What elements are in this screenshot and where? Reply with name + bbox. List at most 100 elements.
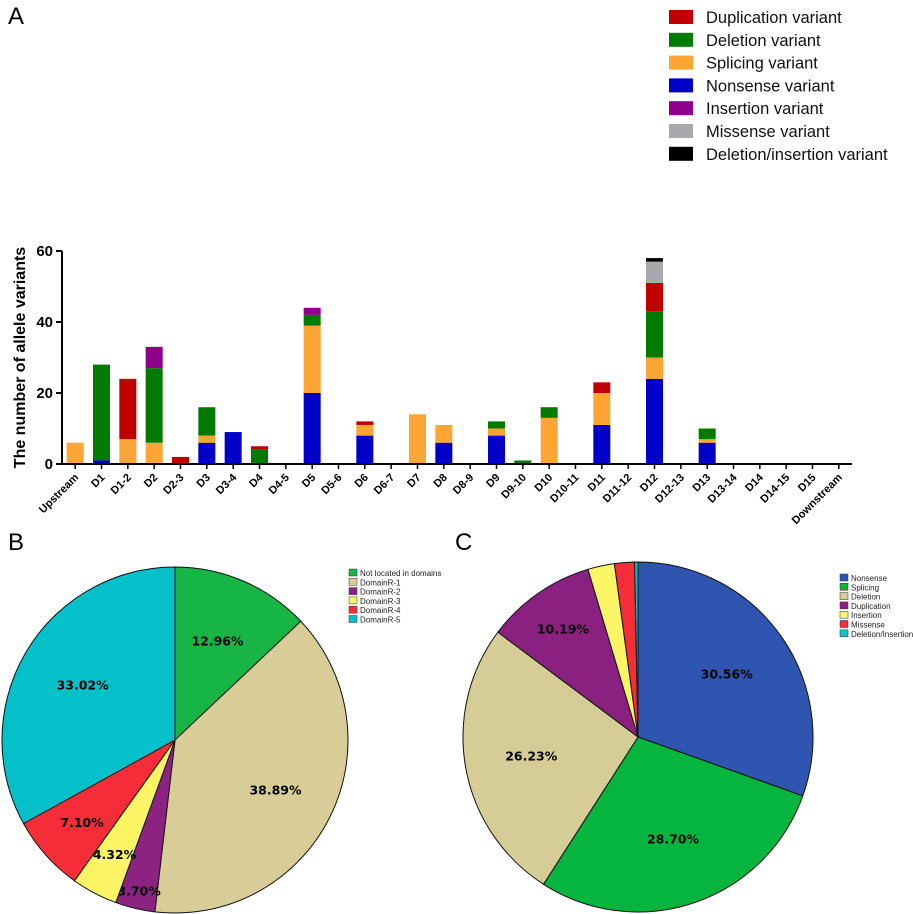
- bar-segment-d8-nonsense-variant: [435, 442, 453, 464]
- bar-segment-d11-splicing-variant: [593, 393, 611, 425]
- legend-swatch: [669, 146, 693, 161]
- legend-swatch: [348, 615, 358, 623]
- bar-segment-d5-deletion-variant: [303, 314, 321, 326]
- x-tick-label: D7: [405, 472, 423, 490]
- legend-label: DomainR-4: [360, 606, 401, 615]
- bar-segment-d5-nonsense-variant: [303, 393, 321, 464]
- bar-segment-d13-splicing-variant: [698, 439, 716, 443]
- bar-segment-d3-nonsense-variant: [198, 442, 216, 464]
- x-tick-label: D14-15: [758, 472, 792, 506]
- bar-segment-d1-2-duplication-variant: [119, 378, 137, 440]
- legend-swatch: [669, 78, 693, 93]
- bar-segment-d4-deletion-variant: [251, 449, 268, 464]
- bar-segment-d12-deletion-variant: [646, 311, 663, 358]
- bar-segment-d6-duplication-variant: [356, 421, 374, 425]
- bar-segment-d1-nonsense-variant: [93, 460, 110, 464]
- bar-segment-upstream-splicing-variant: [66, 442, 84, 464]
- bar-segment-d12-duplication-variant: [646, 282, 663, 312]
- panel-letter-b: B: [8, 529, 24, 556]
- bar-segment-d12-nonsense-variant: [646, 378, 663, 464]
- bar-segment-d10-deletion-variant: [540, 407, 558, 418]
- x-tick-label: D10: [533, 472, 556, 495]
- bar-segment-d9-nonsense-variant: [488, 435, 505, 464]
- legend-label: Missense variant: [706, 123, 830, 141]
- x-tick-label: D2-3: [161, 472, 186, 497]
- x-tick-label: D1-2: [109, 472, 134, 497]
- bar-segment-d4-duplication-variant: [251, 446, 268, 450]
- panel-letter-a: A: [8, 3, 24, 30]
- pie-slice-duplication: [497, 568, 639, 739]
- legend-label: Splicing: [851, 583, 879, 592]
- legend-swatch: [669, 55, 693, 70]
- legend-label: Nonsense variant: [706, 77, 835, 95]
- bar-segment-d11-duplication-variant: [593, 382, 611, 393]
- x-tick-label: D13-14: [706, 471, 741, 506]
- bar-segment-d2-splicing-variant: [145, 442, 163, 464]
- x-tick-label: D3-4: [214, 471, 240, 497]
- pie-slice-splicing: [542, 736, 804, 913]
- x-tick-label: D6-7: [372, 472, 397, 497]
- legend-swatch: [839, 583, 849, 591]
- legend-label: Duplication: [851, 602, 891, 611]
- bar-legend: Duplication variant Deletion variant Splic…: [669, 9, 888, 164]
- bar-segment-d2-deletion-variant: [145, 368, 163, 443]
- bar-segment-d3-splicing-variant: [198, 435, 216, 443]
- legend-swatch: [669, 10, 693, 24]
- bar-segment-d13-nonsense-variant: [698, 442, 716, 464]
- legend-swatch: [669, 124, 693, 138]
- x-tick-label: D11: [586, 472, 608, 494]
- legend-label: Deletion: [851, 593, 880, 602]
- bar-segment-d1-deletion-variant: [93, 364, 110, 461]
- x-tick-label: D4: [247, 471, 266, 490]
- x-tick-label: D9-10: [499, 472, 529, 502]
- legend-label: Deletion/Insertion: [851, 630, 913, 639]
- y-tick-label: 40: [36, 314, 53, 331]
- pie-slice-deletion-insertion: [634, 561, 639, 738]
- bar-segment-d2-insertion-variant: [145, 346, 163, 369]
- pie-slice-label: 28.70%: [647, 832, 700, 847]
- legend-swatch: [839, 601, 849, 610]
- y-tick-label: 60: [36, 243, 53, 260]
- pie-slice-label: 12.96%: [191, 634, 244, 649]
- legend-swatch: [669, 101, 693, 116]
- bar-segment-d5-splicing-variant: [303, 325, 321, 393]
- legend-swatch: [348, 605, 358, 614]
- legend-label: Insertion: [851, 611, 882, 620]
- legend-swatch: [348, 568, 358, 577]
- bar-segment-d3-4-nonsense-variant: [224, 432, 242, 464]
- pie-slice-label: 4.32%: [93, 847, 137, 862]
- bar-chart: 0 20 40 60 The number of allele variants Upst…: [12, 243, 852, 527]
- legend-swatch: [839, 592, 849, 600]
- bar-segment-d5-insertion-variant: [303, 307, 321, 315]
- legend-swatch: [348, 578, 358, 586]
- x-tick-label: D2: [142, 472, 160, 490]
- pie-legend-variant-types: NonsenseSplicingDeletionDuplicationInser…: [839, 573, 913, 639]
- pie-slice-domainr-5: [1, 566, 176, 825]
- legend-label: DomainR-2: [360, 588, 401, 597]
- x-tick-label: D5: [300, 472, 318, 490]
- legend-label: DomainR-3: [360, 597, 401, 606]
- pie-chart-variant-types: 30.56% 28.70% 26.23% 10.19%: [462, 561, 814, 913]
- x-tick-label: D3: [195, 472, 213, 490]
- pie-slice-label: 26.23%: [505, 748, 558, 763]
- legend-label: Duplication variant: [706, 9, 842, 27]
- legend-label: Splicing variant: [706, 55, 818, 73]
- x-tick-label: D8: [432, 472, 450, 490]
- bar-segment-d12-splicing-variant: [646, 357, 663, 379]
- legend-label: DomainR-5: [360, 616, 401, 625]
- bar-segment-d6-nonsense-variant: [356, 435, 374, 464]
- y-tick-label: 0: [45, 456, 53, 473]
- legend-swatch: [669, 32, 693, 47]
- pie-slice-label: 10.19%: [537, 621, 590, 636]
- bar-segment-d6-splicing-variant: [356, 424, 374, 436]
- y-tick-label: 20: [36, 385, 53, 402]
- x-tick-label: Upstream: [37, 471, 82, 516]
- bar-segment-d12-missense-variant: [646, 261, 663, 283]
- pie-legend-domains: Not located in domainsDomainR-1DomainR-2…: [348, 568, 441, 625]
- pie-slice-label: 30.56%: [701, 667, 754, 682]
- legend-swatch: [839, 610, 849, 619]
- y-axis-title: The number of allele variants: [12, 247, 29, 469]
- pie-slice-not-located-in-domains: [174, 566, 302, 742]
- x-tick-label: D6: [353, 472, 371, 490]
